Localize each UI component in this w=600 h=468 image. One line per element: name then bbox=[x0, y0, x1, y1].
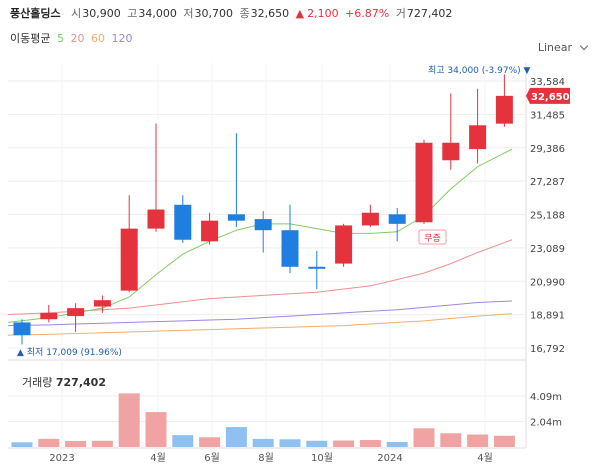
candle-up bbox=[67, 308, 85, 317]
candle-down bbox=[174, 204, 192, 240]
volume-label: 거 bbox=[395, 7, 406, 20]
volume-bar bbox=[38, 438, 60, 447]
change-percent: +6.87% bbox=[345, 7, 390, 20]
change-value: 2,100 bbox=[307, 7, 339, 20]
split-badge-label: 무증 bbox=[424, 233, 441, 244]
candle-up bbox=[93, 300, 111, 307]
candle-up bbox=[40, 312, 58, 320]
low-label: 저 bbox=[183, 7, 194, 20]
volume-bar bbox=[252, 438, 274, 447]
candle-up bbox=[147, 209, 165, 229]
min-price-annotation: ▲ 최저 17,009 (91.96%) bbox=[17, 347, 122, 358]
volume-value: 727,402 bbox=[406, 7, 453, 20]
open-label: 시 bbox=[71, 7, 82, 20]
x-tick-label: 4월 bbox=[150, 452, 166, 464]
volume-bar bbox=[467, 434, 489, 447]
low-price: 30,700 bbox=[194, 7, 233, 20]
stock-name[interactable]: 풍산홀딩스 bbox=[10, 7, 61, 20]
volume-bars: 4.09m 2.04m bbox=[8, 392, 562, 447]
candle-down bbox=[254, 219, 272, 231]
y-tick-label: 18,891 bbox=[530, 311, 565, 322]
volume-panel-title: 거래량 727,402 bbox=[22, 374, 106, 390]
y-tick-label: 25,188 bbox=[530, 211, 565, 222]
y-tick-label: 29,386 bbox=[530, 144, 565, 155]
x-tick-label: 2024 bbox=[377, 453, 402, 464]
y-tick-label: 23,089 bbox=[530, 244, 565, 255]
y-tick-label: 33,584 bbox=[530, 77, 565, 88]
close-label: 종 bbox=[239, 7, 250, 20]
volume-bar bbox=[413, 428, 435, 447]
grid bbox=[8, 63, 527, 448]
moving-average-label: 이동평균 bbox=[10, 32, 51, 45]
candle-up bbox=[201, 220, 219, 242]
y-tick-label: 31,485 bbox=[530, 110, 565, 121]
x-tick-label: 2023 bbox=[49, 453, 74, 464]
scale-label: Linear bbox=[537, 41, 572, 54]
y-axis: 33,584 31,485 29,386 27,287 25,188 23,089 20,9… bbox=[530, 77, 565, 355]
volume-bar bbox=[11, 442, 33, 447]
x-tick-label: 8월 bbox=[258, 452, 274, 464]
ma20-line bbox=[7, 239, 513, 315]
volume-bar bbox=[225, 427, 247, 447]
candle-down bbox=[281, 230, 299, 267]
x-tick-label: 4월 bbox=[477, 452, 493, 464]
candle-down bbox=[308, 266, 326, 269]
ma-20-label: 20 bbox=[70, 32, 85, 45]
volume-bar bbox=[172, 435, 194, 447]
ma-120-label: 120 bbox=[111, 32, 133, 45]
x-axis: 2023 4월 6월 8월 10월 2024 4월 bbox=[8, 447, 525, 464]
x-tick-label: 10월 bbox=[311, 452, 333, 464]
high-label: 고 bbox=[127, 7, 138, 20]
high-price: 34,000 bbox=[138, 7, 177, 20]
candle-up bbox=[361, 212, 379, 226]
candle-down bbox=[13, 322, 31, 336]
max-price-annotation: 최고 34,000 (-3.97%) ▼ bbox=[428, 65, 530, 76]
volume-bar bbox=[65, 441, 87, 447]
candle-down bbox=[388, 214, 406, 224]
volume-bar bbox=[440, 433, 462, 447]
volume-bar bbox=[118, 393, 140, 447]
volume-bar bbox=[493, 435, 515, 447]
volume-tick-label: 2.04m bbox=[530, 418, 562, 429]
volume-tick-label: 4.09m bbox=[530, 392, 562, 403]
annotations: 최고 34,000 (-3.97%) ▼ ▲ 최저 17,009 (91.96%)… bbox=[17, 65, 570, 358]
volume-panel-value: 727,402 bbox=[55, 376, 106, 389]
candlesticks bbox=[13, 74, 513, 345]
split-badge bbox=[418, 229, 447, 245]
volume-panel-label: 거래량 bbox=[22, 376, 53, 389]
candle-down bbox=[227, 214, 245, 221]
ma-5-label: 5 bbox=[56, 32, 64, 45]
ma60-line bbox=[7, 313, 513, 336]
change-up-icon: ▲ bbox=[295, 7, 305, 20]
scale-selector[interactable]: Linear bbox=[537, 41, 589, 54]
open-price: 30,900 bbox=[82, 7, 121, 20]
candle-up bbox=[120, 228, 138, 291]
y-tick-label: 16,792 bbox=[530, 344, 565, 355]
volume-bar bbox=[199, 437, 221, 447]
candle-up bbox=[335, 225, 353, 264]
current-price-tag bbox=[526, 87, 570, 104]
candle-up bbox=[442, 142, 460, 161]
y-tick-label: 27,287 bbox=[530, 177, 565, 188]
ma-60-label: 60 bbox=[90, 32, 105, 45]
moving-average-legend[interactable]: 이동평균 5 20 60 120 bbox=[10, 30, 135, 46]
volume-bar bbox=[91, 440, 113, 447]
candle-up bbox=[415, 142, 433, 223]
y-tick-label: 20,990 bbox=[530, 277, 565, 288]
volume-bar bbox=[279, 439, 301, 447]
close-price: 32,650 bbox=[250, 7, 290, 20]
volume-bar bbox=[145, 412, 167, 447]
volume-bar bbox=[306, 440, 328, 447]
candle-up bbox=[469, 125, 487, 150]
volume-bar bbox=[386, 442, 408, 447]
candle-up bbox=[495, 95, 513, 124]
quote-header: 풍산홀딩스 시30,900 고34,000 저30,700 종32,650 ▲ 2… bbox=[10, 5, 455, 21]
volume-bar bbox=[359, 440, 381, 447]
current-price-label: 32,650 bbox=[531, 92, 570, 103]
volume-bar bbox=[333, 440, 355, 447]
x-tick-label: 6월 bbox=[204, 452, 220, 464]
ma120-line bbox=[7, 300, 513, 327]
